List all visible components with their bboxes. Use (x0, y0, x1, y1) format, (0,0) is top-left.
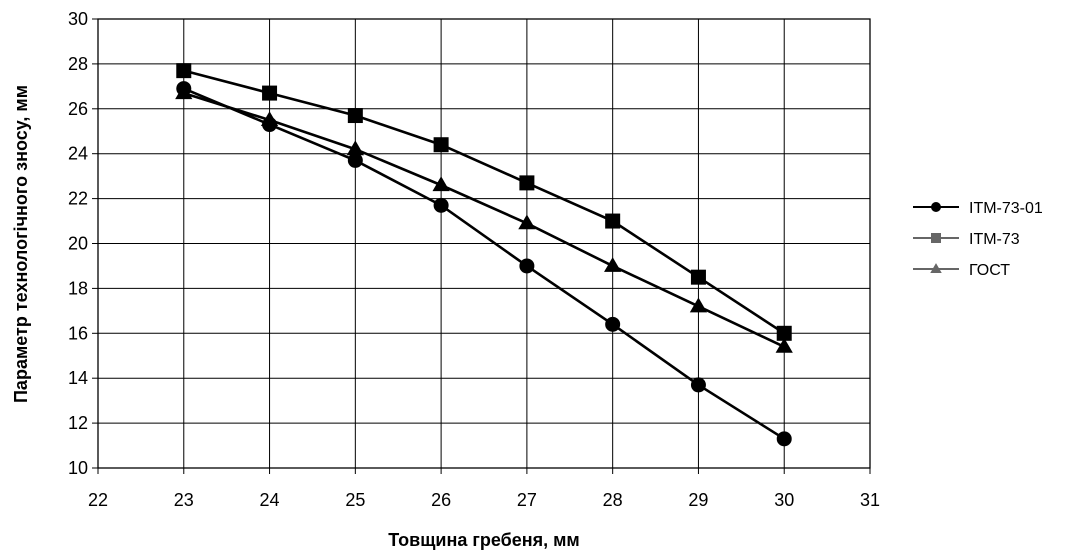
data-point-itm-73-01 (519, 258, 535, 274)
x-tick-label: 25 (345, 490, 365, 510)
data-point-itm-73 (690, 269, 706, 285)
plot-frame (97, 18, 871, 469)
data-point-itm-73 (776, 325, 792, 341)
data-point-gost (346, 140, 364, 156)
y-tick-label: 16 (68, 323, 88, 343)
data-point-itm-73-01 (776, 431, 792, 447)
y-tick-label: 14 (68, 368, 88, 388)
y-tick-label: 20 (68, 234, 88, 254)
data-point-gost (260, 111, 279, 127)
y-tick-label: 28 (68, 54, 88, 74)
data-point-itm-73-01 (347, 152, 363, 168)
data-point-itm-73 (433, 137, 449, 153)
data-point-itm-73 (176, 63, 192, 79)
legend-swatch-marker (931, 202, 941, 212)
y-tick-label: 30 (68, 9, 88, 29)
x-tick-label: 24 (260, 490, 280, 510)
data-point-gost (775, 337, 793, 353)
y-tick-label: 26 (68, 99, 88, 119)
data-point-itm-73-01 (605, 316, 621, 332)
plot-series (175, 63, 793, 447)
x-tick-label: 27 (517, 490, 537, 510)
x-tick-label: 26 (431, 490, 451, 510)
data-point-gost (175, 84, 193, 100)
x-tick-label: 30 (774, 490, 794, 510)
data-point-gost (518, 214, 536, 230)
legend-swatch-marker (931, 233, 941, 243)
x-tick-label: 22 (88, 490, 108, 510)
legend-label: ГОСТ (969, 262, 1010, 279)
legend: ІТМ-73-01 ІТМ-73 ГОСТ (913, 200, 1043, 279)
series-itm-73 (176, 63, 792, 341)
y-axis-title: Параметр технологічного зносу, мм (11, 85, 31, 403)
x-tick-label: 23 (174, 490, 194, 510)
legend-label: ІТМ-73-01 (969, 200, 1043, 217)
y-tick-label: 24 (68, 144, 88, 164)
y-tick-label: 18 (68, 278, 88, 298)
legend-item-itm-73-01: ІТМ-73-01 (913, 200, 1043, 217)
series-line-itm-73 (183, 69, 785, 335)
x-tick-label: 31 (860, 490, 880, 510)
legend-swatch-marker (930, 263, 942, 273)
y-tick-label: 12 (68, 413, 88, 433)
data-point-gost (432, 176, 450, 192)
y-tick-label: 10 (68, 458, 88, 478)
tick-labels: 10 12 14 16 18 20 22 24 26 28 30 22 23 24 25 26 27 28 29 30… (68, 9, 880, 510)
data-point-itm-73-01 (433, 197, 449, 213)
legend-label: ІТМ-73 (969, 231, 1020, 248)
y-tick-label: 22 (68, 189, 88, 209)
series-gost (175, 84, 793, 353)
x-tick-label: 29 (688, 490, 708, 510)
legend-item-gost: ГОСТ (913, 262, 1010, 279)
data-point-itm-73 (347, 108, 363, 124)
legend-item-itm-73: ІТМ-73 (913, 231, 1020, 248)
series-line-itm-73-01 (183, 87, 785, 440)
x-axis-title: Товщина гребеня, мм (388, 530, 579, 550)
data-point-itm-73 (519, 175, 535, 191)
series-itm-73-01 (176, 81, 792, 447)
data-point-gost (604, 257, 622, 272)
data-point-itm-73 (262, 85, 278, 101)
x-tick-label: 28 (603, 490, 623, 510)
data-point-gost (689, 297, 708, 313)
series-line-gost (183, 91, 785, 348)
data-point-itm-73 (605, 213, 621, 229)
data-point-itm-73-01 (690, 377, 706, 393)
grid (92, 18, 871, 474)
